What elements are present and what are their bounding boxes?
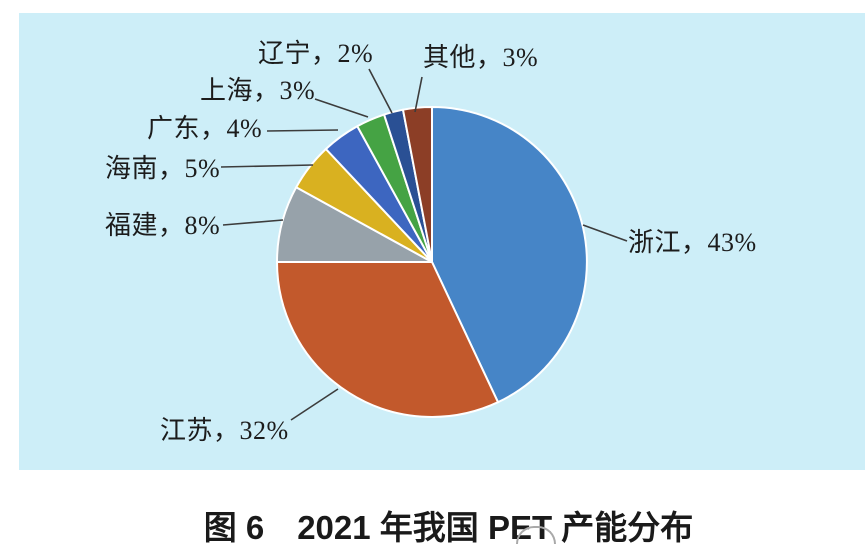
leader-line-guangdong — [266, 129, 339, 132]
leader-line-shanghai — [314, 98, 369, 118]
pie-slice-other — [402, 105, 433, 263]
pie-chart — [220, 68, 628, 421]
pie-slice-zhejiang — [431, 106, 588, 404]
leader-line-zhejiang — [582, 224, 628, 242]
figure-6: 浙江，43% 江苏，32% 福建，8% 海南，5% 广东，4% 上海，3% 辽宁… — [19, 13, 865, 546]
pie-label-hainan: 海南，5% — [105, 154, 221, 183]
figure-caption: 图 6 2021 年我国 PET 产能分布 — [203, 509, 694, 546]
pie-label-jiangsu: 江苏，32% — [160, 416, 289, 445]
chart-panel: 浙江，43% 江苏，32% 福建，8% 海南，5% 广东，4% 上海，3% 辽宁… — [19, 13, 865, 470]
leader-line-fujian — [222, 219, 284, 226]
leader-line-liaoning — [368, 68, 393, 114]
pie-label-liaoning: 辽宁，2% — [258, 39, 374, 68]
pie-label-fujian: 福建，8% — [105, 211, 221, 240]
pie-slice-jiangsu — [276, 261, 499, 418]
pie-label-other: 其他，3% — [423, 43, 539, 72]
pie-label-shanghai: 上海，3% — [200, 76, 316, 105]
pie-label-guangdong: 广东，4% — [147, 114, 263, 143]
pie-label-zhejiang: 浙江，43% — [628, 228, 757, 257]
leader-line-jiangsu — [290, 388, 339, 421]
leader-line-hainan — [220, 164, 314, 168]
leader-line-other — [414, 76, 423, 113]
